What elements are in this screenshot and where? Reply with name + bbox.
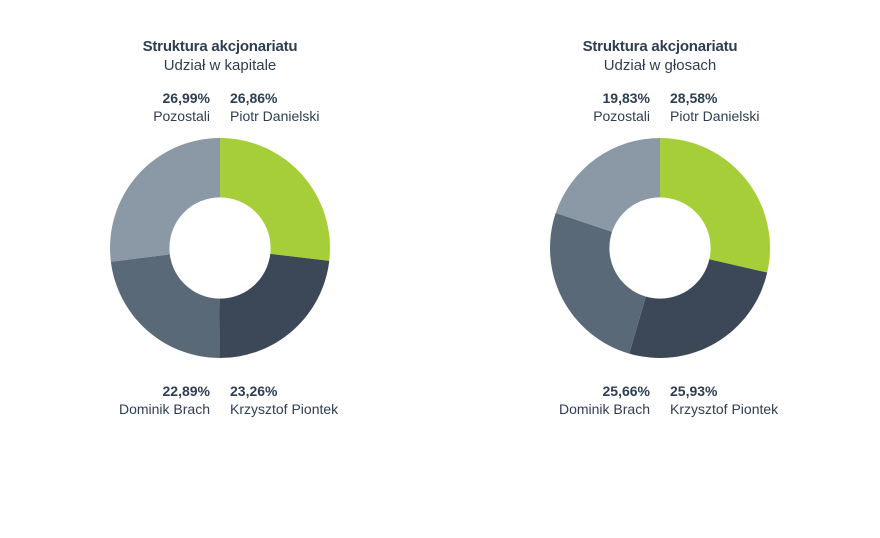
slice-pct: 28,58%: [670, 90, 830, 108]
donut-hole: [169, 197, 270, 298]
slice-label-piontek: 23,26% Krzysztof Piontek: [230, 383, 390, 418]
slice-pct: 25,66%: [490, 383, 650, 401]
slice-name: Krzysztof Piontek: [230, 401, 390, 419]
chart-title: Struktura akcjonariatu: [143, 38, 298, 55]
donut-svg: [110, 138, 330, 358]
slice-name: Dominik Brach: [490, 401, 650, 419]
donut-svg: [550, 138, 770, 358]
slice-name: Piotr Danielski: [230, 108, 390, 126]
slice-label-pozostali: 26,99% Pozostali: [50, 90, 210, 125]
slice-pct: 26,99%: [50, 90, 210, 108]
chart-panel-kapitale: Struktura akcjonariatu Udział w kapitale…: [0, 0, 440, 538]
donut-chart: 28,58% Piotr Danielski 25,93% Krzysztof …: [550, 138, 770, 358]
donut-chart: 26,86% Piotr Danielski 23,26% Krzysztof …: [110, 138, 330, 358]
slice-pct: 25,93%: [670, 383, 830, 401]
chart-header: Struktura akcjonariatu Udział w kapitale: [143, 38, 298, 74]
slice-pct: 19,83%: [490, 90, 650, 108]
slice-label-pozostali: 19,83% Pozostali: [490, 90, 650, 125]
chart-subtitle: Udział w głosach: [583, 57, 738, 74]
donut-hole: [609, 197, 710, 298]
slice-pct: 23,26%: [230, 383, 390, 401]
slice-name: Piotr Danielski: [670, 108, 830, 126]
slice-label-danielski: 26,86% Piotr Danielski: [230, 90, 390, 125]
slice-name: Krzysztof Piontek: [670, 401, 830, 419]
chart-header: Struktura akcjonariatu Udział w głosach: [583, 38, 738, 74]
slice-label-piontek: 25,93% Krzysztof Piontek: [670, 383, 830, 418]
slice-label-brach: 22,89% Dominik Brach: [50, 383, 210, 418]
slice-pct: 22,89%: [50, 383, 210, 401]
charts-container: Struktura akcjonariatu Udział w kapitale…: [0, 0, 880, 538]
chart-title: Struktura akcjonariatu: [583, 38, 738, 55]
chart-panel-glosach: Struktura akcjonariatu Udział w głosach …: [440, 0, 880, 538]
slice-label-brach: 25,66% Dominik Brach: [490, 383, 650, 418]
slice-label-danielski: 28,58% Piotr Danielski: [670, 90, 830, 125]
chart-subtitle: Udział w kapitale: [143, 57, 298, 74]
slice-name: Pozostali: [50, 108, 210, 126]
slice-pct: 26,86%: [230, 90, 390, 108]
slice-name: Pozostali: [490, 108, 650, 126]
slice-name: Dominik Brach: [50, 401, 210, 419]
